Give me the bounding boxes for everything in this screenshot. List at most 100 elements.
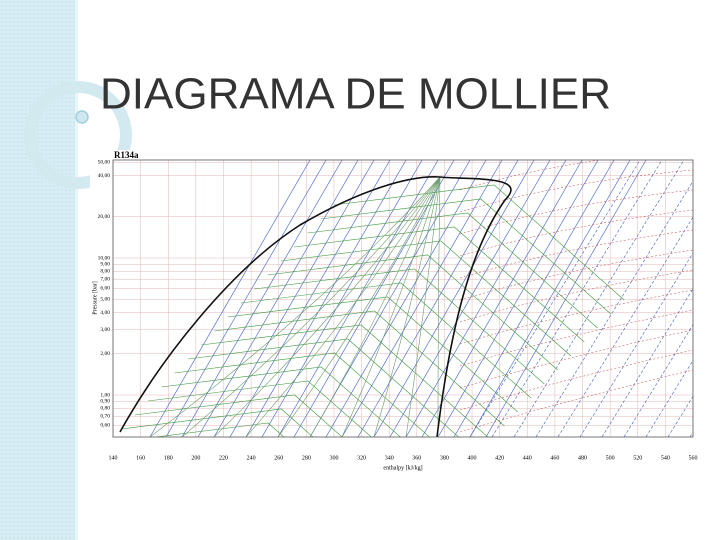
isotherm (227, 296, 518, 413)
density-line (459, 269, 693, 323)
quality-line (277, 176, 441, 437)
quality-line (149, 176, 441, 437)
x-tick-label: 540 (661, 455, 670, 461)
x-tick-label: 200 (191, 455, 200, 461)
entropy-line (261, 160, 423, 437)
isotherm (147, 380, 372, 437)
x-tick-label: 380 (440, 455, 449, 461)
x-tick-label: 480 (578, 455, 587, 461)
y-tick-label: 0,90 (100, 399, 110, 405)
density-line (459, 369, 693, 433)
isotherm (307, 212, 598, 329)
isotherm (121, 408, 314, 437)
isotherm (241, 282, 532, 399)
x-tick-label: 460 (550, 455, 559, 461)
density-line (459, 229, 693, 279)
x-tick-label: 400 (468, 455, 477, 461)
x-tick-label: 520 (633, 455, 642, 461)
x-tick-label: 340 (385, 455, 394, 461)
decor-ring (24, 81, 132, 189)
y-axis-label: Pressure [bar] (92, 281, 98, 315)
x-tick-label: 320 (357, 455, 366, 461)
y-tick-label: 6,00 (100, 286, 110, 292)
entropy-line (712, 160, 720, 437)
entropy-line (513, 160, 685, 437)
y-tick-label: 7,00 (100, 276, 110, 282)
y-tick-label: 0,80 (100, 406, 110, 412)
entropy-line (405, 160, 567, 437)
entropy-line (453, 160, 615, 437)
density-line (459, 309, 693, 367)
y-tick-label: 9,00 (100, 262, 110, 268)
density-line (459, 189, 693, 235)
diagram-title: R134a (114, 150, 139, 160)
entropy-line (421, 160, 583, 437)
x-tick-label: 140 (109, 455, 118, 461)
density-line (459, 349, 693, 411)
entropy-line (245, 160, 407, 437)
entropy-line (469, 160, 631, 437)
entropy-line (229, 160, 391, 437)
quality-line (181, 176, 441, 437)
isotherm (294, 226, 585, 343)
quality-line (309, 176, 441, 437)
x-tick-label: 280 (302, 455, 311, 461)
entropy-line (601, 288, 693, 437)
slide-title: DIAGRAMA DE MOLLIER (100, 70, 611, 119)
x-tick-label: 360 (412, 455, 421, 461)
x-tick-label: 240 (247, 455, 256, 461)
y-tick-label: 2,00 (100, 351, 110, 357)
quality-line (213, 176, 441, 437)
entropy-line (389, 160, 551, 437)
y-tick-label: 10,00 (98, 255, 111, 261)
x-tick-label: 260 (274, 455, 283, 461)
isotherm (334, 184, 625, 301)
y-tick-label: 1,00 (100, 392, 110, 398)
entropy-line (165, 160, 327, 437)
saturation-dome (119, 176, 512, 437)
isotherm (280, 240, 572, 357)
x-tick-label: 500 (606, 455, 615, 461)
y-tick-label: 3,00 (100, 327, 110, 333)
entropy-line (149, 160, 311, 437)
x-tick-label: 300 (329, 455, 338, 461)
isotherm (187, 338, 460, 437)
quality-line (341, 176, 441, 437)
y-tick-label: 4,00 (100, 310, 110, 316)
isotherm (153, 422, 285, 437)
entropy-line (469, 160, 641, 437)
x-tick-label: 440 (523, 455, 532, 461)
entropy-line (485, 160, 647, 437)
entropy-line (373, 160, 535, 437)
isotherm (201, 324, 489, 437)
entropy-line (325, 160, 487, 437)
quality-line (437, 176, 441, 437)
quality-line (245, 176, 441, 437)
y-tick-label: 50,00 (98, 160, 111, 166)
quality-line (405, 176, 441, 437)
x-tick-label: 220 (219, 455, 228, 461)
y-tick-label: 0,60 (100, 423, 110, 429)
isotherm (174, 352, 430, 437)
isotherm (134, 394, 343, 437)
diagram-frame (90, 150, 700, 476)
density-line (459, 169, 693, 213)
isotherm (267, 254, 558, 371)
y-tick-label: 0,70 (100, 413, 110, 419)
entropy-line (557, 216, 693, 437)
quality-line (373, 176, 441, 437)
x-tick-label: 160 (136, 455, 145, 461)
entropy-line (341, 160, 503, 437)
side-band-edge (75, 0, 78, 540)
x-axis-label: enthalpy [kJ/kg] (383, 465, 422, 471)
y-tick-label: 40,00 (98, 173, 111, 179)
y-tick-label: 8,00 (100, 269, 110, 275)
density-line (459, 209, 693, 257)
plot-border (112, 159, 694, 438)
entropy-line (181, 160, 343, 437)
isotherm (254, 268, 545, 385)
entropy-line (535, 180, 693, 437)
entropy-line (357, 160, 519, 437)
entropy-line (579, 252, 693, 437)
